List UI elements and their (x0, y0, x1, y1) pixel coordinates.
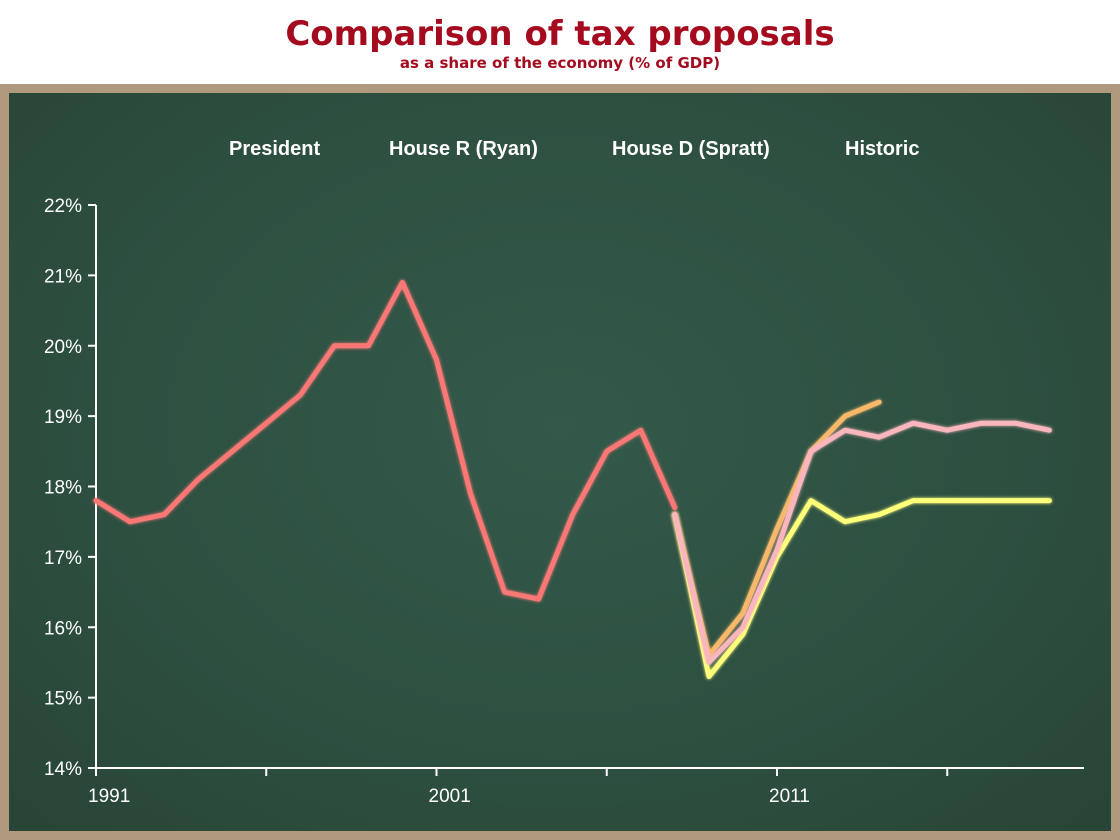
legend-label: President (229, 138, 320, 160)
legend-label: House R (Ryan) (389, 138, 538, 160)
chart-subtitle: as a share of the economy (% of GDP) (399, 54, 721, 72)
y-tick-label: 21% (44, 266, 82, 287)
x-tick-label: 2001 (429, 786, 471, 807)
legend-label: House D (Spratt) (612, 138, 770, 160)
axes: 14% 15% 16% 17% 18% 19% 20% 21% 22% 1991 2001 2011 (44, 196, 1084, 807)
series-line-house-d-spratt (672, 399, 882, 658)
x-tick-label: 2011 (769, 786, 810, 807)
y-tick-label: 15% (44, 689, 82, 710)
legend-item-house-r-ryan: House R (Ryan) (347, 138, 538, 160)
series-line-house-r-ryan (672, 498, 1052, 679)
chart-header: Comparison of tax proposals as a share o… (0, 0, 1120, 84)
y-tick-label: 14% (44, 759, 82, 780)
legend-item-president: President (187, 138, 320, 160)
y-tick-label: 17% (44, 548, 82, 569)
legend: President House R (Ryan) House D (Spratt) H… (187, 138, 919, 160)
y-tick-label: 16% (44, 618, 82, 639)
legend-label: Historic (845, 138, 919, 160)
chalkboard-frame (0, 84, 1120, 840)
y-tick-label: 20% (44, 337, 82, 358)
x-tick-label: 1991 (88, 786, 130, 807)
series-line-president (672, 420, 1052, 665)
series-line-historic (93, 279, 678, 602)
legend-item-historic: Historic (803, 138, 919, 160)
chalkboard-surface (9, 93, 1111, 831)
chart-title: Comparison of tax proposals (285, 14, 835, 54)
y-tick-label: 18% (44, 478, 82, 499)
legend-item-house-d-spratt: House D (Spratt) (570, 138, 770, 160)
y-tick-label: 22% (44, 196, 82, 217)
y-tick-label: 19% (44, 407, 82, 428)
series-lines (93, 279, 1052, 679)
